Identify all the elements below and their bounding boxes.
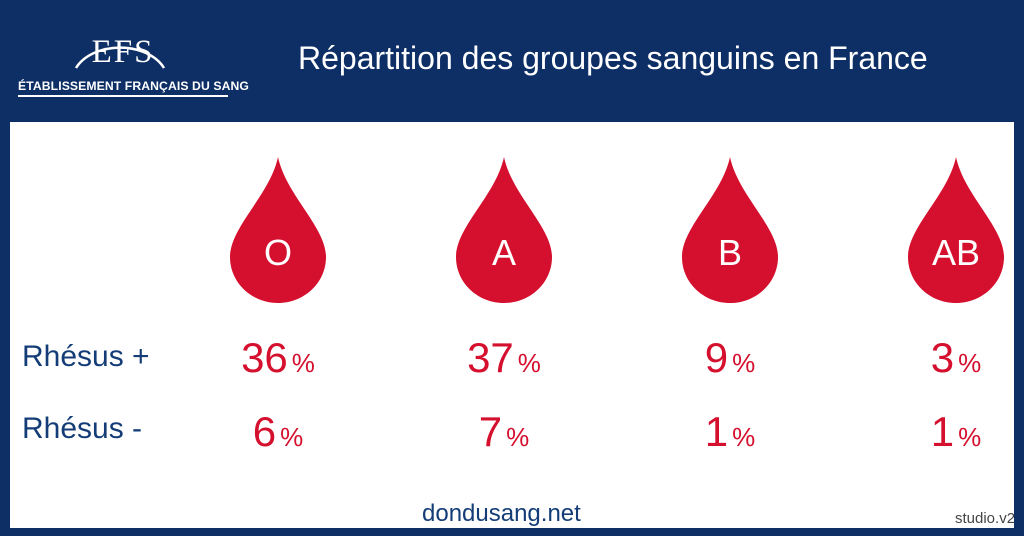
rhesus-negative-o: 6% <box>208 408 348 456</box>
percentage-value: 37 <box>467 334 514 381</box>
percentage-value: 9 <box>704 334 729 381</box>
percentage-value: 1 <box>930 408 955 455</box>
percentage-value: 6 <box>252 408 277 455</box>
rhesus-positive-o: 36% <box>208 334 348 382</box>
logo-subtitle: ÉTABLISSEMENT FRANÇAIS DU SANG <box>18 79 249 93</box>
website-link[interactable]: dondusang.net <box>422 500 581 527</box>
percent-unit: % <box>732 348 756 378</box>
studio-credit: studio.v2 <box>955 510 1016 527</box>
page-title: Répartition des groupes sanguins en Fran… <box>298 40 928 76</box>
percentage-value: 3 <box>930 334 955 381</box>
percentage-value: 1 <box>704 408 729 455</box>
blood-group-label: A <box>491 232 516 273</box>
percent-unit: % <box>517 348 541 378</box>
blood-group-b: B <box>680 155 780 305</box>
rhesus-negative-a: 7% <box>434 408 574 456</box>
blood-drop-icon <box>456 157 552 303</box>
blood-drop-icon <box>908 157 1004 303</box>
percentage-value: 7 <box>478 408 503 455</box>
rhesus-positive-label: Rhésus + <box>22 340 150 373</box>
percentage-value: 36 <box>241 334 288 381</box>
percent-unit: % <box>291 348 315 378</box>
rhesus-negative-ab: 1% <box>886 408 1024 456</box>
rhesus-positive-b: 9% <box>660 334 800 382</box>
percent-unit: % <box>732 422 756 452</box>
blood-group-a: A <box>454 155 554 305</box>
efs-logo: EFS ÉTABLISSEMENT FRANÇAIS DU SANG <box>18 20 249 100</box>
blood-drop-icon <box>682 157 778 303</box>
blood-group-o: O <box>228 155 328 305</box>
header-banner: EFS ÉTABLISSEMENT FRANÇAIS DU SANG Répar… <box>0 0 1024 122</box>
percent-unit: % <box>280 422 304 452</box>
percent-unit: % <box>958 348 982 378</box>
logo-underline <box>18 95 228 97</box>
blood-group-ab: AB <box>906 155 1006 305</box>
blood-group-label: O <box>263 232 292 273</box>
blood-group-label: B <box>717 232 742 273</box>
percent-unit: % <box>506 422 530 452</box>
rhesus-positive-ab: 3% <box>886 334 1024 382</box>
logo-arc <box>74 46 166 69</box>
blood-drop-icon <box>230 157 326 303</box>
logo-letters: EFS <box>91 34 155 70</box>
blood-group-label: AB <box>931 232 981 273</box>
rhesus-positive-a: 37% <box>434 334 574 382</box>
rhesus-negative-b: 1% <box>660 408 800 456</box>
rhesus-negative-label: Rhésus - <box>22 412 143 445</box>
percent-unit: % <box>958 422 982 452</box>
